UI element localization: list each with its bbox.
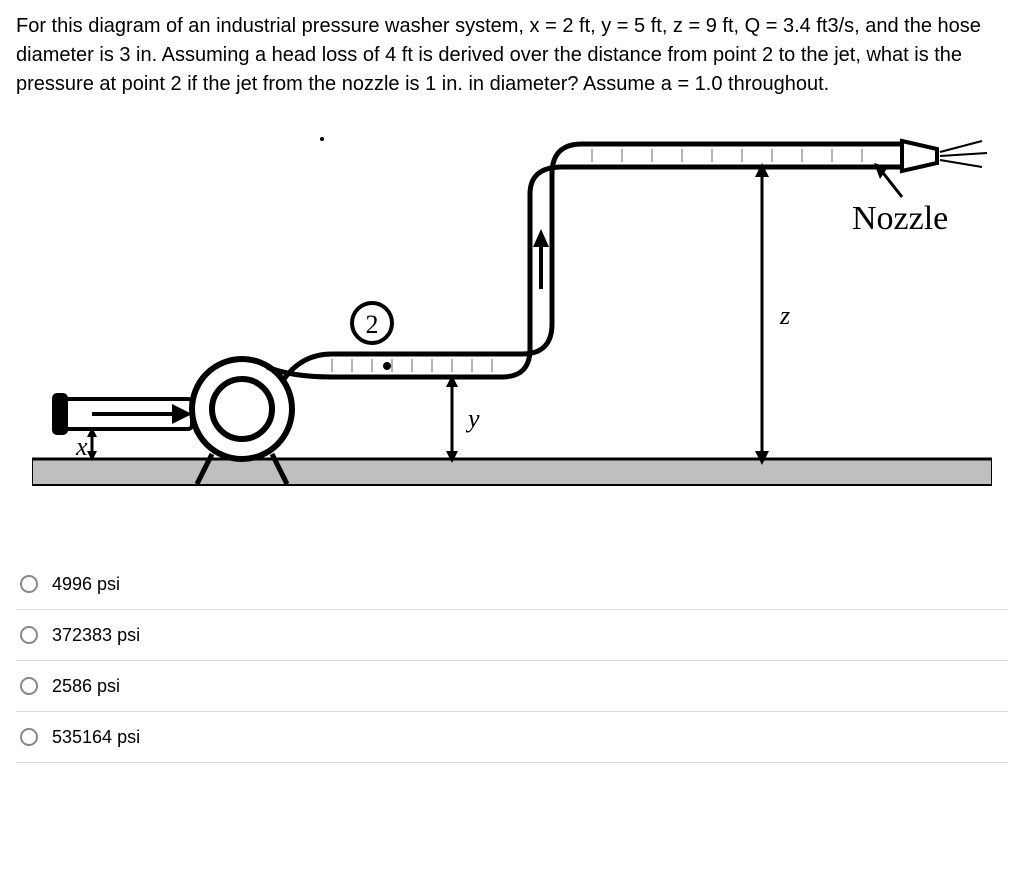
y-label: y <box>465 404 480 433</box>
point-2-label: 2 <box>366 310 379 339</box>
pressure-washer-diagram: x <box>32 119 992 519</box>
option-a[interactable]: 4996 psi <box>16 559 1008 610</box>
radio-icon <box>20 728 38 746</box>
answer-options: 4996 psi 372383 psi 2586 psi 535164 psi <box>16 559 1008 763</box>
question-text: For this diagram of an industrial pressu… <box>16 12 1008 99</box>
option-c[interactable]: 2586 psi <box>16 661 1008 712</box>
radio-icon <box>20 626 38 644</box>
option-label: 535164 psi <box>52 724 140 750</box>
option-label: 2586 psi <box>52 673 120 699</box>
z-label: z <box>779 301 790 330</box>
nozzle-label: Nozzle <box>852 200 948 237</box>
option-b[interactable]: 372383 psi <box>16 610 1008 661</box>
option-d[interactable]: 535164 psi <box>16 712 1008 763</box>
radio-icon <box>20 677 38 695</box>
option-label: 372383 psi <box>52 622 140 648</box>
diagram-container: x <box>16 119 1008 519</box>
option-label: 4996 psi <box>52 571 120 597</box>
x-label: x <box>75 432 88 461</box>
radio-icon <box>20 575 38 593</box>
